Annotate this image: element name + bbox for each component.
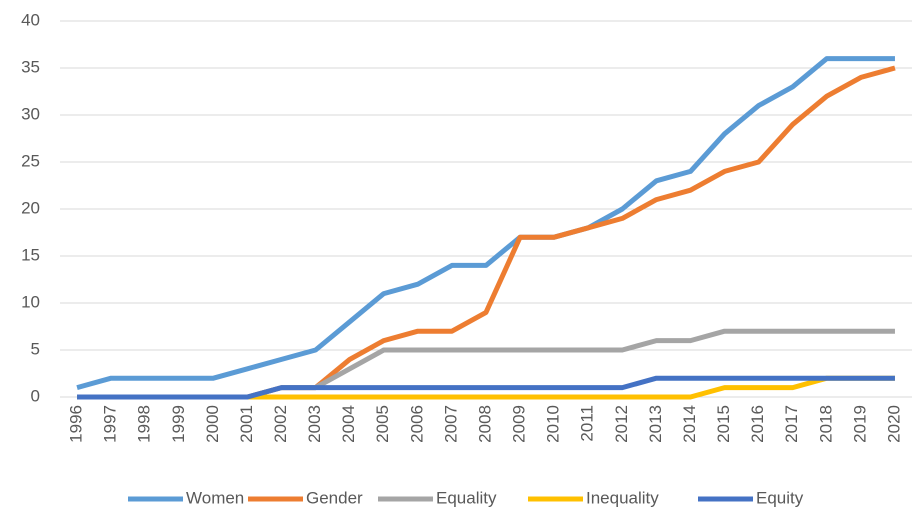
- x-tick-label: 2013: [646, 405, 665, 443]
- x-tick-label: 2015: [714, 405, 733, 443]
- y-tick-label: 30: [21, 104, 40, 123]
- series-line: [76, 56, 895, 391]
- x-tick-label: 1999: [169, 405, 188, 443]
- legend-label: Gender: [306, 488, 363, 507]
- legend-label: Inequality: [586, 488, 659, 507]
- y-tick-label: 15: [21, 245, 40, 264]
- y-tick-label: 35: [21, 57, 40, 76]
- x-tick-label: 2008: [475, 405, 494, 443]
- x-tick-label: 2010: [544, 405, 563, 443]
- y-tick-label: 10: [21, 292, 40, 311]
- x-tick-label: 2017: [782, 405, 801, 443]
- x-tick-label: 2020: [884, 405, 903, 443]
- x-tick-label: 2005: [373, 405, 392, 443]
- legend-label: Equity: [756, 488, 804, 507]
- y-tick-label: 20: [21, 198, 40, 217]
- y-tick-label: 5: [31, 339, 40, 358]
- series-line: [77, 375, 895, 400]
- y-tick-label: 25: [21, 151, 40, 170]
- legend-label: Equality: [436, 488, 497, 507]
- x-tick-label: 1996: [67, 405, 86, 443]
- legend-label: Women: [186, 488, 244, 507]
- y-tick-label: 40: [21, 10, 40, 29]
- x-tick-label: 2016: [748, 405, 767, 443]
- x-tick-label: 2009: [510, 405, 529, 443]
- x-tick-label: 2014: [680, 405, 699, 443]
- x-tick-label: 1998: [135, 405, 154, 443]
- y-tick-label: 0: [31, 386, 40, 405]
- x-tick-label: 2019: [850, 405, 869, 443]
- x-tick-label: 1997: [101, 405, 120, 443]
- x-tick-label: 2012: [612, 405, 631, 443]
- x-tick-label: 2004: [339, 405, 358, 443]
- x-tick-label: 2003: [305, 405, 324, 443]
- x-tick-label: 2001: [237, 405, 256, 443]
- x-tick-label: 2000: [203, 405, 222, 443]
- x-tick-label: 2007: [441, 405, 460, 443]
- x-tick-label: 2011: [578, 405, 597, 442]
- x-tick-label: 2018: [816, 405, 835, 443]
- x-tick-label: 2002: [271, 405, 290, 443]
- x-tick-label: 2006: [407, 405, 426, 443]
